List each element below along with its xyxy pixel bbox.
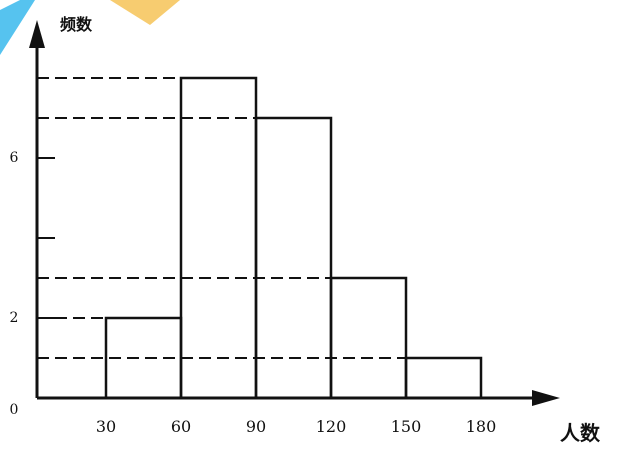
watermark-yellow-shape — [110, 0, 180, 25]
x-tick-labels: 30 60 90 120 150 180 — [96, 417, 496, 436]
y-tick-label: 6 — [10, 150, 19, 166]
watermark-blue-shape — [0, 0, 35, 55]
x-tick-label: 30 — [96, 417, 116, 436]
y-tick-label: 0 — [10, 402, 19, 418]
histogram-bars — [104, 76, 483, 400]
y-axis-label: 频数 — [60, 15, 93, 34]
y-tick-labels: 0 2 6 — [10, 150, 19, 418]
bar-90-120 — [254, 116, 333, 400]
x-tick-label: 180 — [466, 417, 497, 436]
x-tick-label: 90 — [246, 417, 266, 436]
bar-60-90 — [179, 76, 258, 400]
y-axis-arrow — [29, 20, 45, 48]
bar-150-180 — [404, 356, 483, 400]
x-axis-label: 人数 — [560, 421, 601, 445]
reference-lines — [37, 77, 481, 359]
x-tick-label: 150 — [391, 417, 422, 436]
x-tick-label: 120 — [316, 417, 347, 436]
axes — [29, 20, 560, 406]
bar-120-150 — [329, 276, 408, 400]
y-tick-label: 2 — [10, 310, 19, 326]
x-tick-label: 60 — [171, 417, 191, 436]
x-axis-arrow — [532, 390, 560, 406]
